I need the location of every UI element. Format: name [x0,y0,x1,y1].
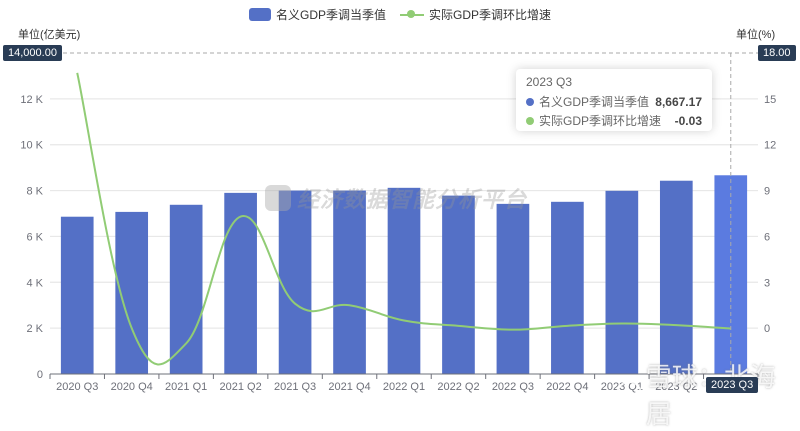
tooltip-series-name: 名义GDP季调当季值 [539,95,650,109]
platform-logo-icon [265,185,291,211]
x-axis-pointer-label: 2023 Q3 [706,377,759,393]
right-axis-tick: 6 [764,231,770,243]
legend-label: 实际GDP季调环比增速 [429,8,552,22]
x-axis-tick: 2023 Q2 [655,381,697,393]
tooltip: 2023 Q3 名义GDP季调当季值 8,667.17 实际GDP季调环比增速 … [516,69,712,131]
x-axis-tick: 2022 Q1 [383,381,425,393]
x-axis-tick: 2022 Q4 [546,381,588,393]
left-axis-tick: 0 [37,369,43,381]
bar-series[interactable] [60,175,748,374]
left-axis-unit: 单位(亿美元) [18,29,81,41]
right-axis-pointer-label: 18.00 [758,45,796,61]
bar[interactable] [60,216,94,374]
legend-label: 名义GDP季调当季值 [275,8,386,22]
x-axis-tick: 2022 Q2 [437,381,479,393]
bar[interactable] [605,190,639,374]
left-axis-tick: 6 K [26,231,43,243]
tooltip-row-nominal: 名义GDP季调当季值 8,667.17 [526,92,702,111]
legend-item-real-gdp-growth[interactable]: 实际GDP季调环比增速 [400,6,551,23]
tooltip-series-value: 8,667.17 [655,94,702,109]
bar[interactable] [496,203,530,374]
axis-pointer [56,52,758,374]
bar[interactable] [551,201,584,374]
tooltip-row-growth: 实际GDP季调环比增速 -0.03 [526,111,702,130]
x-axis-tick: 2021 Q1 [165,381,207,393]
left-axis-pointer-label: 14,000.00 [3,45,62,61]
x-axis-tick: 2020 Q4 [111,381,153,393]
bar[interactable] [333,190,366,374]
xueqiu-logo-icon [616,381,642,407]
watermark-text: 经济数据智能分析平台 [297,187,528,212]
tooltip-series-value: -0.03 [674,113,702,128]
line-swatch-icon [400,8,424,21]
bar-series-dot-icon [526,97,534,106]
bar[interactable] [278,190,312,374]
tooltip-title: 2023 Q3 [526,75,573,89]
bar[interactable] [169,204,203,374]
bar[interactable] [224,192,257,374]
right-axis-tick: 15 [764,94,776,106]
line-series[interactable] [76,72,731,366]
chart-canvas: 0 2 K 4 K 6 K 8 K 10 K 12 K 0 3 6 9 12 15 2020 Q3 2020… [20,52,776,393]
growth-line[interactable] [76,72,731,366]
x-axis-tick: 2022 Q3 [492,381,534,393]
x-axis-tick: 2021 Q4 [328,381,370,393]
left-axis-tick: 8 K [26,186,43,198]
right-axis-tick: 12 [764,140,776,152]
bar-swatch-icon [248,8,271,21]
watermark-text: 雪球：北海居 [645,362,776,429]
x-axis-tick: 2020 Q3 [56,381,98,393]
left-axis-tick: 2 K [26,323,43,335]
legend: 名义GDP季调当季值 实际GDP季调环比增速 [0,6,800,23]
watermark-platform: 经济数据智能分析平台 [265,182,527,214]
bar[interactable] [442,195,475,374]
bar[interactable] [714,175,748,374]
axes: 0 2 K 4 K 6 K 8 K 10 K 12 K 0 3 6 9 12 15 2020 Q3 2020… [20,94,776,393]
right-axis-tick: 0 [764,323,770,335]
left-axis-tick: 12 K [20,94,43,106]
right-axis-tick: 3 [764,277,770,289]
left-axis-tick: 10 K [20,140,43,152]
bar[interactable] [387,187,421,374]
watermark-xueqiu: 雪球：北海居 [616,357,800,431]
right-axis-tick: 9 [764,186,770,198]
line-series-dot-icon [526,116,534,125]
x-axis-tick: 2021 Q3 [274,381,316,393]
left-axis-tick: 4 K [26,277,43,289]
legend-item-nominal-gdp[interactable]: 名义GDP季调当季值 [248,6,386,23]
tooltip-series-name: 实际GDP季调环比增速 [539,114,662,128]
x-axis-tick: 2021 Q2 [220,381,262,393]
bar[interactable] [659,180,693,374]
right-axis-unit: 单位(%) [736,29,776,41]
